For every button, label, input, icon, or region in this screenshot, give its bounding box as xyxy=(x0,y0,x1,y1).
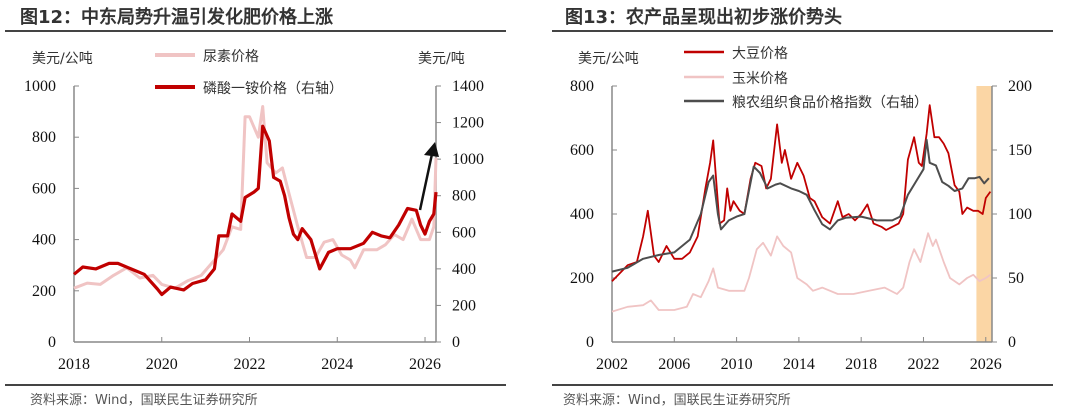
y-tick-label-left: 600 xyxy=(570,142,594,159)
x-tick-label: 2026 xyxy=(970,356,1002,373)
y-tick-label-left: 400 xyxy=(570,206,594,223)
chart-1: 图12：中东局势升温引发化肥价格上涨资料来源：Wind，国联民生证券研究所美元/… xyxy=(5,6,506,408)
legend-label: 大豆价格 xyxy=(732,46,788,62)
legend-label: 磷酸一铵价格（右轴） xyxy=(203,81,343,97)
x-tick-label: 2018 xyxy=(845,356,877,373)
series-line-1 xyxy=(73,105,438,290)
series-line-3 xyxy=(611,138,990,273)
x-tick-label: 2010 xyxy=(721,356,753,373)
y-tick-label-left: 1000 xyxy=(24,78,56,95)
y-tick-label-right: 400 xyxy=(452,261,476,278)
y-tick-label-right: 200 xyxy=(1008,78,1032,95)
y-axis-label-right: 美元/吨 xyxy=(418,51,465,67)
y-tick-label-right: 800 xyxy=(452,188,476,205)
y-tick-label-left: 800 xyxy=(570,78,594,95)
y-tick-label-right: 1200 xyxy=(452,115,484,132)
y-axis-label-left: 美元/公吨 xyxy=(578,51,639,67)
x-tick-label: 2024 xyxy=(321,356,353,373)
y-tick-label-right: 600 xyxy=(452,224,476,241)
series-line-2 xyxy=(611,232,991,313)
y-tick-label-right: 1000 xyxy=(452,151,484,168)
y-tick-label-right: 150 xyxy=(1008,142,1032,159)
chart-title: 图12：中东局势升温引发化肥价格上涨 xyxy=(20,6,333,28)
source-note: 资料来源：Wind，国联民生证券研究所 xyxy=(563,392,791,408)
y-tick-label-left: 200 xyxy=(32,283,56,300)
y-tick-label-right: 50 xyxy=(1008,270,1024,287)
x-tick-label: 2006 xyxy=(658,356,690,373)
x-tick-label: 2018 xyxy=(58,356,90,373)
series-line-1 xyxy=(611,104,992,282)
x-tick-label: 2022 xyxy=(234,356,266,373)
y-tick-label-left: 200 xyxy=(570,270,594,287)
trend-arrow-icon xyxy=(424,142,439,157)
chart-title: 图13：农产品呈现出初步涨价势头 xyxy=(565,6,842,28)
legend-label: 尿素价格 xyxy=(203,49,259,65)
x-tick-label: 2002 xyxy=(596,356,628,373)
y-tick-label-right: 0 xyxy=(452,334,460,351)
y-axis-label-left: 美元/公吨 xyxy=(32,51,93,67)
y-tick-label-left: 400 xyxy=(32,232,56,249)
y-tick-label-left: 0 xyxy=(586,334,594,351)
y-tick-label-right: 100 xyxy=(1008,206,1032,223)
y-tick-label-right: 200 xyxy=(452,297,476,314)
series-line-2 xyxy=(72,124,438,297)
x-tick-label: 2014 xyxy=(783,356,815,373)
y-tick-label-right: 1400 xyxy=(452,78,484,95)
source-note: 资料来源：Wind，国联民生证券研究所 xyxy=(30,392,258,408)
y-tick-label-right: 0 xyxy=(1008,334,1016,351)
x-tick-label: 2026 xyxy=(409,356,441,373)
y-tick-label-left: 0 xyxy=(48,334,56,351)
x-tick-label: 2022 xyxy=(907,356,939,373)
y-tick-label-left: 800 xyxy=(32,129,56,146)
legend-label: 玉米价格 xyxy=(732,71,788,87)
legend-label: 粮农组织食品价格指数（右轴） xyxy=(732,94,928,111)
x-tick-label: 2020 xyxy=(146,356,178,373)
y-tick-label-left: 600 xyxy=(32,180,56,197)
highlight-band xyxy=(976,86,992,342)
trend-arrow-shaft xyxy=(418,153,434,211)
